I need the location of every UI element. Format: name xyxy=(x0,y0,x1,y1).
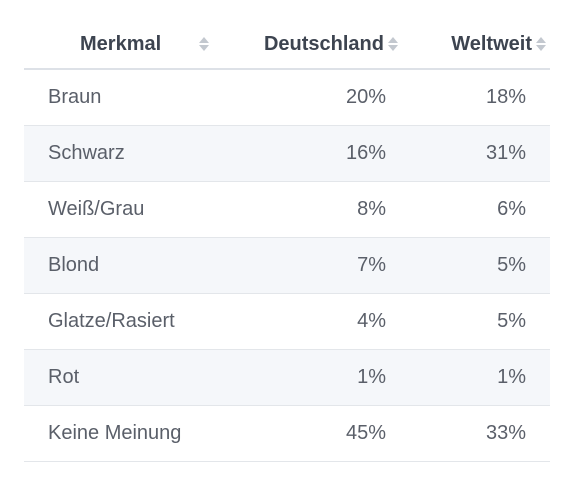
cell-weltweit: 33% xyxy=(400,405,550,462)
cell-merkmal: Schwarz xyxy=(24,125,240,182)
cell-weltweit: 5% xyxy=(400,237,550,294)
table-row: Rot 1% 1% xyxy=(24,349,550,406)
table-row: Blond 7% 5% xyxy=(24,237,550,294)
column-header-weltweit[interactable]: Weltweit xyxy=(400,20,550,70)
sort-icon[interactable] xyxy=(534,37,548,51)
table-row: Weiß/Grau 8% 6% xyxy=(24,181,550,238)
cell-weltweit: 18% xyxy=(400,69,550,126)
sort-icon[interactable] xyxy=(197,37,211,51)
cell-deutschland: 20% xyxy=(240,69,400,126)
table-row: Schwarz 16% 31% xyxy=(24,125,550,182)
sort-icon[interactable] xyxy=(386,37,400,51)
cell-deutschland: 16% xyxy=(240,125,400,182)
cell-deutschland: 7% xyxy=(240,237,400,294)
column-header-label: Merkmal xyxy=(80,32,162,55)
data-table: Merkmal Deutschland xyxy=(24,20,550,462)
cell-merkmal: Rot xyxy=(24,349,240,406)
cell-merkmal: Weiß/Grau xyxy=(24,181,240,238)
cell-deutschland: 8% xyxy=(240,181,400,238)
table-row: Braun 20% 18% xyxy=(24,69,550,126)
cell-merkmal: Blond xyxy=(24,237,240,294)
cell-deutschland: 45% xyxy=(240,405,400,462)
column-header-deutschland[interactable]: Deutschland xyxy=(240,20,400,70)
column-header-label: Weltweit xyxy=(451,32,532,55)
cell-weltweit: 31% xyxy=(400,125,550,182)
table-row: Glatze/Rasiert 4% 5% xyxy=(24,293,550,350)
cell-merkmal: Glatze/Rasiert xyxy=(24,293,240,350)
column-header-merkmal[interactable]: Merkmal xyxy=(24,20,240,70)
cell-weltweit: 5% xyxy=(400,293,550,350)
cell-weltweit: 1% xyxy=(400,349,550,406)
column-header-label: Deutschland xyxy=(263,32,384,55)
table-body: Braun 20% 18% Schwarz 16% 31% Weiß/Grau … xyxy=(24,69,550,462)
table-header: Merkmal Deutschland xyxy=(24,20,550,70)
cell-deutschland: 4% xyxy=(240,293,400,350)
header-row: Merkmal Deutschland xyxy=(24,20,550,70)
data-table-container: Merkmal Deutschland xyxy=(24,20,550,462)
cell-deutschland: 1% xyxy=(240,349,400,406)
cell-weltweit: 6% xyxy=(400,181,550,238)
table-row: Keine Meinung 45% 33% xyxy=(24,405,550,462)
cell-merkmal: Keine Meinung xyxy=(24,405,240,462)
cell-merkmal: Braun xyxy=(24,69,240,126)
